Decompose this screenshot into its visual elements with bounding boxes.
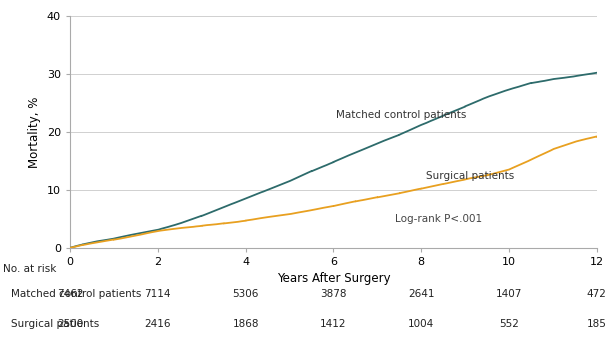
Text: 1412: 1412 xyxy=(320,319,347,329)
Text: 472: 472 xyxy=(587,289,607,298)
Text: Log-rank P<.001: Log-rank P<.001 xyxy=(395,214,482,224)
Text: 185: 185 xyxy=(587,319,607,329)
Y-axis label: Mortality, %: Mortality, % xyxy=(29,96,41,167)
Text: Surgical patients: Surgical patients xyxy=(11,319,99,329)
Text: 552: 552 xyxy=(499,319,519,329)
Text: 1004: 1004 xyxy=(408,319,434,329)
Text: Matched control patients: Matched control patients xyxy=(336,110,466,120)
Text: 1407: 1407 xyxy=(496,289,522,298)
Text: 7462: 7462 xyxy=(57,289,83,298)
Text: 2500: 2500 xyxy=(57,319,83,329)
Text: Matched control patients: Matched control patients xyxy=(11,289,141,298)
Text: No. at risk: No. at risk xyxy=(3,264,57,274)
X-axis label: Years After Surgery: Years After Surgery xyxy=(276,272,390,285)
Text: 1868: 1868 xyxy=(233,319,259,329)
Text: 2641: 2641 xyxy=(408,289,434,298)
Text: 2416: 2416 xyxy=(144,319,171,329)
Text: 5306: 5306 xyxy=(233,289,259,298)
Text: Surgical patients: Surgical patients xyxy=(426,171,514,181)
Text: 7114: 7114 xyxy=(144,289,171,298)
Text: 3878: 3878 xyxy=(320,289,347,298)
